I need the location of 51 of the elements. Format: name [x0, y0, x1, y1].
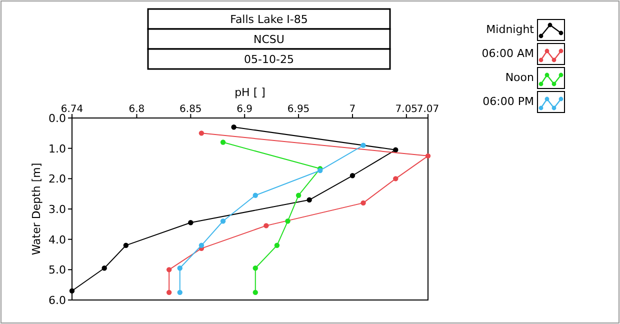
- point: [177, 266, 182, 271]
- point: [350, 173, 356, 178]
- point: [220, 140, 226, 145]
- point: [425, 153, 431, 159]
- point: [198, 242, 204, 248]
- point: [306, 197, 312, 202]
- x-tick-label: 7.05: [395, 104, 418, 115]
- point: [296, 192, 302, 198]
- y-tick-label: 6.0: [48, 294, 66, 307]
- point: [102, 266, 107, 271]
- point: [220, 218, 226, 224]
- point: [393, 176, 398, 182]
- x-axis-title: pH [ ]: [234, 86, 266, 99]
- x-tick-label: 7: [349, 104, 356, 115]
- point: [188, 220, 194, 226]
- y-tick-label: 3.0: [48, 203, 66, 216]
- y-axis-title: Water Depth [m]: [30, 162, 43, 256]
- x-tick-label: 6.8: [128, 104, 145, 115]
- y-tick-label: 0.0: [48, 112, 66, 125]
- x-tick-label: 7.07: [416, 104, 440, 115]
- x-tick-label: 6.85: [180, 104, 202, 115]
- point: [252, 192, 258, 198]
- point: [360, 142, 366, 148]
- y-tick-label: 4.0: [48, 233, 66, 246]
- point: [264, 223, 269, 228]
- point: [360, 200, 366, 206]
- x-tick-label: 6.9: [236, 104, 253, 115]
- point: [166, 290, 172, 296]
- text: 05-10-25: [244, 53, 294, 66]
- point: [252, 266, 258, 271]
- point: [177, 290, 182, 296]
- y-tick-label: 2.0: [48, 172, 66, 186]
- y-tick-label: 5.0: [48, 264, 66, 277]
- legend-label: Midnight: [486, 23, 535, 36]
- y-tick-label: 1.0: [48, 142, 66, 156]
- x-tick-label: 6.74: [60, 104, 84, 115]
- point: [285, 218, 290, 224]
- point: [69, 288, 75, 294]
- x-tick-label: 6.95: [287, 104, 310, 115]
- point: [252, 290, 258, 296]
- legend-label: 06:00 PM: [482, 95, 534, 108]
- point: [231, 124, 236, 130]
- point: [123, 242, 129, 248]
- legend-label: Noon: [505, 71, 534, 84]
- point: [166, 267, 172, 272]
- chart-title: Falls Lake I-85: [230, 13, 308, 26]
- legend-label: 06:00 AM: [482, 47, 534, 60]
- point: [198, 130, 204, 136]
- chart-subtitle: NCSU: [254, 33, 284, 46]
- point: [393, 147, 398, 152]
- point: [274, 242, 280, 248]
